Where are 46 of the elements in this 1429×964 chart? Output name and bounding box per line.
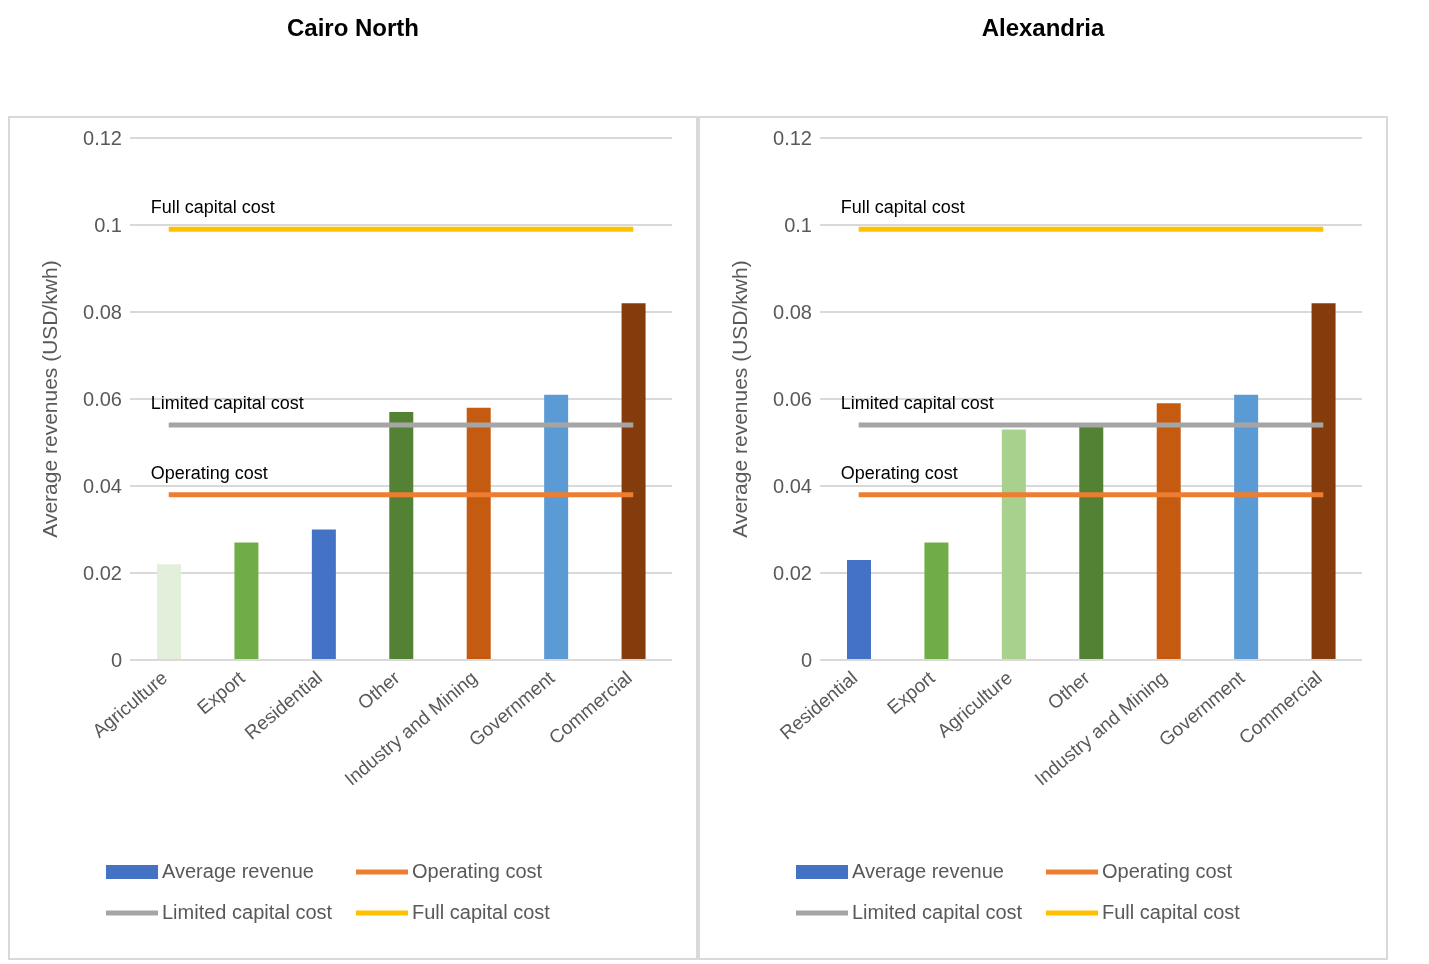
y-tick-label: 0.04 [773, 475, 812, 498]
annotation: Full capital cost [150, 197, 275, 218]
bar [234, 542, 259, 660]
y-tick-label: 0.12 [83, 127, 122, 150]
bar [847, 559, 871, 660]
annotation: Operating cost [840, 462, 958, 483]
bar [157, 564, 181, 660]
chart-title: Cairo North [286, 13, 420, 43]
bar [924, 542, 949, 660]
legend-label: Full capital cost [1102, 901, 1240, 924]
y-tick-label: 0.08 [83, 301, 122, 324]
y-tick-label: 0.06 [83, 388, 122, 411]
legend-label: Full capital cost [412, 901, 550, 924]
annotation: Full capital cost [840, 197, 965, 218]
y-tick-label: 0.06 [773, 388, 812, 411]
legend-label: Limited capital cost [852, 901, 1023, 924]
bar [389, 412, 414, 660]
y-tick-label: 0.02 [773, 562, 812, 585]
chart-title: Alexandria [980, 13, 1106, 43]
y-tick-label: 0.08 [773, 301, 812, 324]
legend-label: Operating cost [412, 860, 543, 883]
annotation: Operating cost [150, 462, 268, 483]
y-tick-label: 0.04 [83, 475, 122, 498]
y-tick-label: 0.1 [94, 214, 122, 237]
y-tick-label: 0.1 [784, 214, 812, 237]
legend-label: Limited capital cost [162, 901, 333, 924]
bar [1079, 425, 1104, 660]
bar [311, 529, 336, 660]
y-axis-title: Average revenues (USD/kwh) [728, 260, 752, 538]
annotation: Limited capital cost [840, 393, 994, 414]
legend-label: Operating cost [1102, 860, 1233, 883]
bar [621, 303, 646, 660]
y-axis-title: Average revenues (USD/kwh) [38, 260, 62, 538]
bar [1001, 429, 1026, 660]
y-tick-label: 0 [800, 649, 812, 672]
legend-label: Average revenue [162, 860, 314, 883]
annotation: Limited capital cost [150, 393, 304, 414]
y-tick-label: 0.02 [83, 562, 122, 585]
bar [466, 407, 491, 660]
bar [1311, 303, 1336, 660]
y-tick-label: 0 [110, 649, 122, 672]
bar [544, 394, 569, 660]
legend-label: Average revenue [852, 860, 1004, 883]
bar [1234, 394, 1259, 660]
bar [1156, 403, 1181, 660]
y-tick-label: 0.12 [773, 127, 812, 150]
